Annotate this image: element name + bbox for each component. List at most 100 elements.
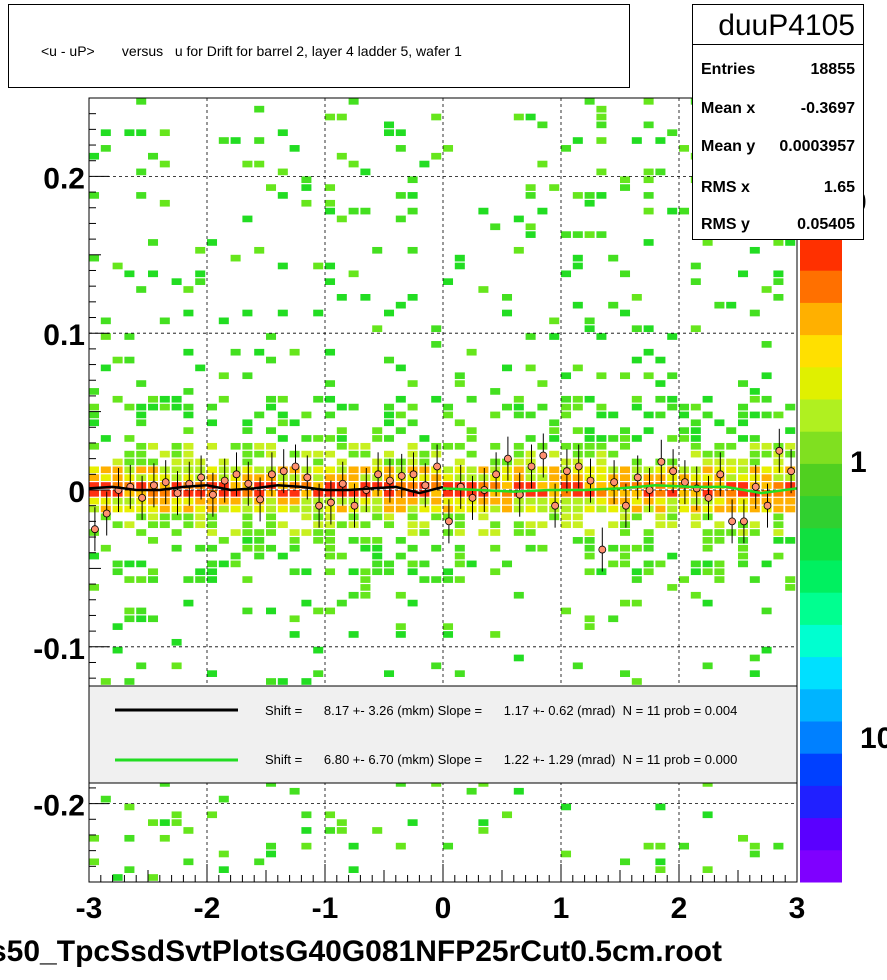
heatmap-cell (325, 505, 336, 513)
heatmap-cell (112, 474, 123, 481)
heatmap-cell (207, 560, 218, 568)
heatmap-cell (490, 223, 501, 231)
heatmap-cell (384, 411, 395, 419)
heatmap-cell (384, 435, 395, 442)
heatmap-cell (431, 442, 442, 450)
heatmap-cell (230, 348, 241, 356)
heatmap-cell (277, 262, 288, 270)
heatmap-cell (419, 576, 430, 583)
heatmap-cell (620, 270, 631, 278)
heatmap-cell (171, 482, 182, 489)
heatmap-cell (230, 490, 241, 497)
heatmap-cell (266, 442, 277, 450)
palette-swatch (800, 463, 842, 497)
heatmap-cell (608, 615, 619, 623)
heatmap-cell (537, 490, 548, 497)
heatmap-cell (454, 576, 465, 583)
heatmap-cell (490, 466, 501, 474)
heatmap-cell (443, 474, 454, 481)
heatmap-cell (525, 490, 536, 497)
heatmap-cell (395, 395, 406, 403)
heatmap-cell (738, 474, 749, 481)
heatmap-cell (454, 670, 465, 677)
heatmap-cell (596, 113, 607, 121)
heatmap-cell (336, 442, 347, 450)
heatmap-cell (513, 529, 524, 536)
heatmap-cell (572, 254, 583, 262)
heatmap-cell (749, 466, 760, 474)
heatmap-cell (502, 811, 513, 819)
heatmap-cell (360, 584, 371, 591)
heatmap-cell (112, 458, 123, 466)
heatmap-cell (761, 646, 772, 654)
heatmap-cell (702, 482, 713, 489)
heatmap-cell (289, 505, 300, 513)
heatmap-cell (537, 521, 548, 529)
heatmap-cell (490, 544, 501, 552)
heatmap-cell (490, 458, 501, 466)
profile-point (503, 454, 512, 463)
heatmap-cell (608, 450, 619, 458)
heatmap-cell (407, 466, 418, 474)
heatmap-cell (100, 466, 111, 474)
heatmap-cell (136, 403, 147, 411)
heatmap-cell (738, 411, 749, 419)
palette-swatch (800, 592, 842, 625)
heatmap-cell (218, 395, 229, 403)
heatmap-cell (631, 513, 642, 521)
heatmap-cell (561, 521, 572, 529)
heatmap-cell (372, 513, 383, 521)
heatmap-cell (513, 505, 524, 513)
heatmap-cell (749, 670, 760, 677)
heatmap-cell (502, 403, 513, 411)
heatmap-cell (490, 529, 501, 536)
heatmap-cell (513, 450, 524, 458)
profile-point (220, 476, 229, 485)
heatmap-cell (183, 505, 194, 513)
heatmap-cell (596, 490, 607, 497)
heatmap-cell (667, 403, 678, 411)
heatmap-cell (384, 505, 395, 513)
heatmap-cell (336, 458, 347, 466)
heatmap-cell (336, 827, 347, 834)
heatmap-cell (726, 466, 737, 474)
heatmap-cell (313, 474, 324, 481)
stat-label: Mean y (701, 138, 756, 155)
heatmap-cell (679, 474, 690, 481)
heatmap-cell (643, 842, 654, 850)
heatmap-cell (266, 490, 277, 497)
heatmap-cell (112, 874, 123, 881)
heatmap-cell (714, 560, 725, 568)
heatmap-cell (395, 631, 406, 638)
heatmap-cell (384, 513, 395, 521)
heatmap-cell (325, 827, 336, 834)
legend: Shift = 8.17 +- 3.26 (mkm) Slope = 1.17 … (88, 685, 798, 784)
heatmap-cell (466, 505, 477, 513)
heatmap-cell (631, 395, 642, 403)
profile-points (91, 428, 795, 572)
color-palette (800, 238, 842, 883)
heatmap-cell (336, 552, 347, 560)
heatmap-cell (148, 403, 159, 411)
heatmap-cell (785, 505, 796, 513)
heatmap-cell (620, 176, 631, 184)
heatmap-cell (749, 411, 760, 419)
heatmap-cell (207, 403, 218, 411)
heatmap-cell (454, 497, 465, 505)
heatmap-cell (407, 176, 418, 184)
heatmap-cell (655, 560, 666, 568)
heatmap-cell (525, 231, 536, 238)
heatmap-cell (242, 160, 253, 168)
heatmap-cell (726, 482, 737, 489)
heatmap-cell (325, 537, 336, 544)
heatmap-cell (443, 145, 454, 152)
heatmap-cell (679, 403, 690, 411)
heatmap-cell (124, 403, 135, 411)
heatmap-cell (159, 403, 170, 411)
heatmap-cell (773, 497, 784, 505)
heatmap-cell (171, 474, 182, 481)
heatmap-cell (124, 458, 135, 466)
heatmap-cell (207, 521, 218, 529)
palette-swatch (800, 431, 842, 464)
heatmap-cell (325, 466, 336, 474)
